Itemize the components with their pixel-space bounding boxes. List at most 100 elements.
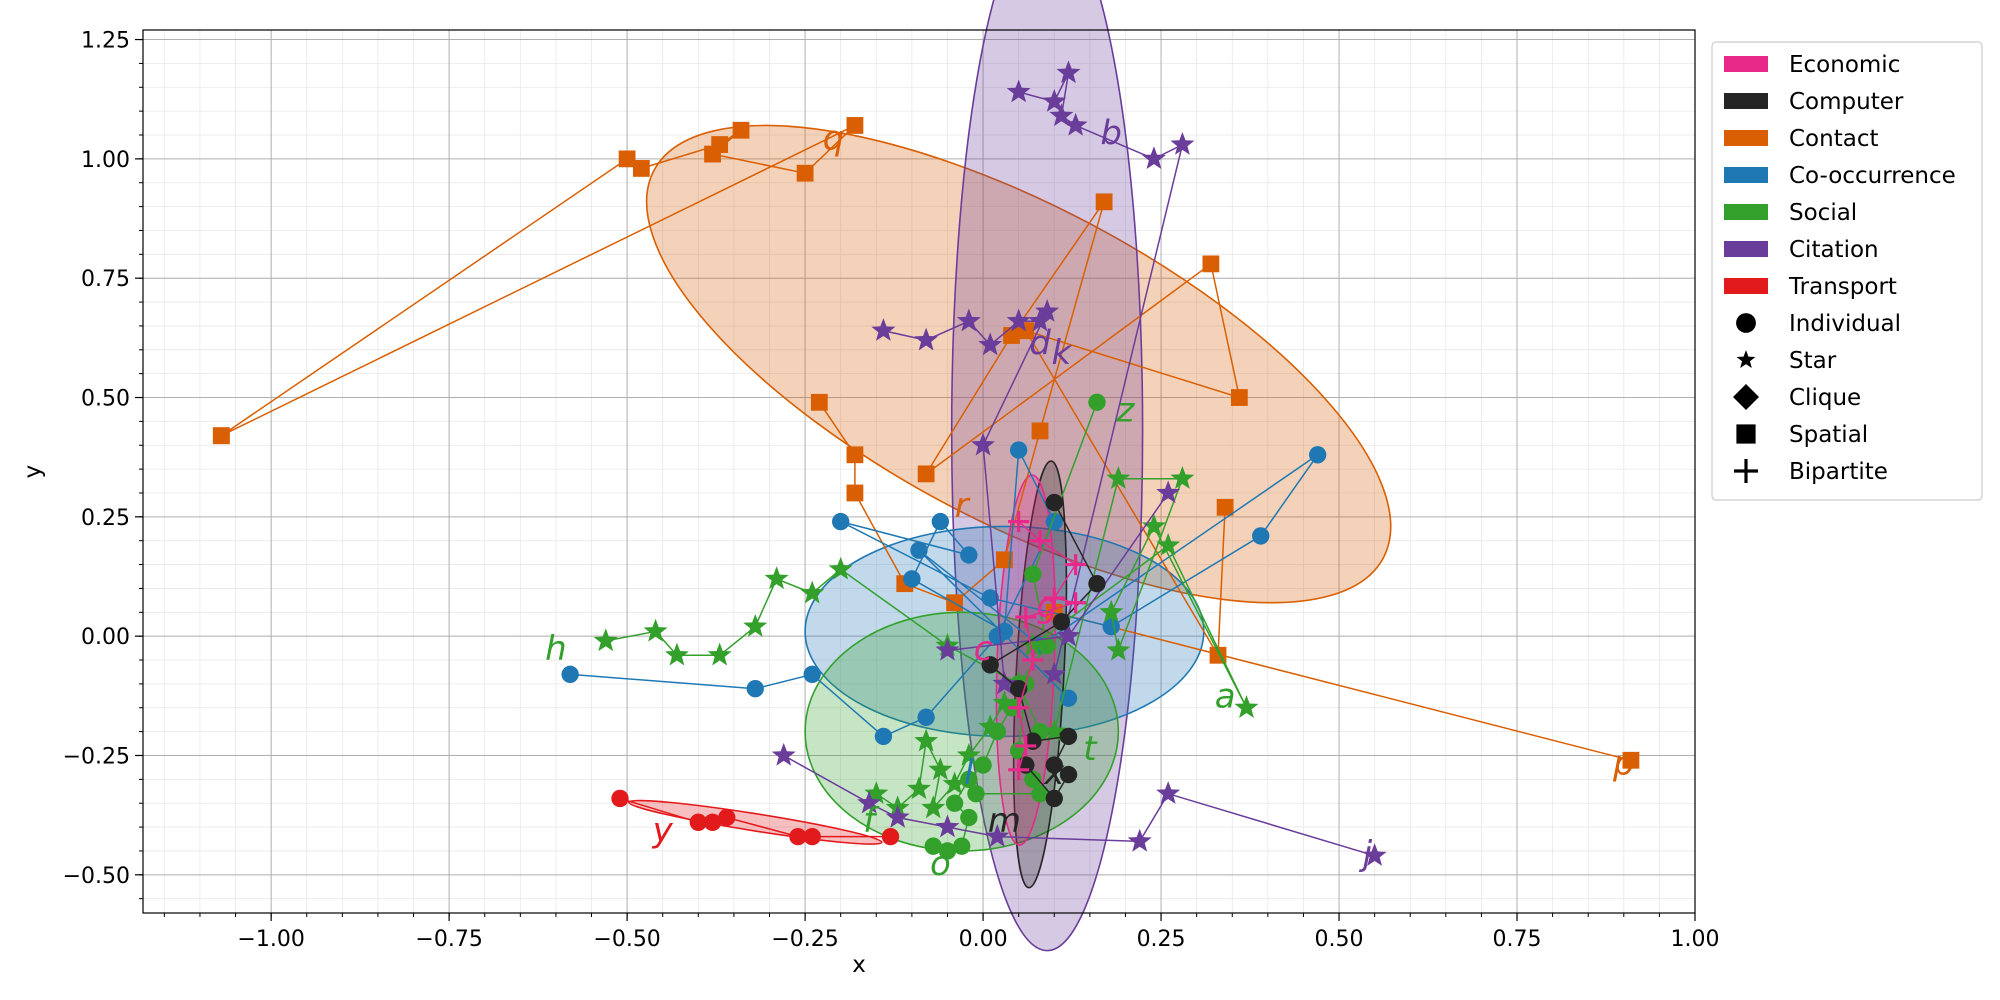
cluster-label-o: o <box>930 844 951 884</box>
legend-swatch <box>1724 241 1768 257</box>
data-point <box>1038 637 1056 655</box>
data-point <box>1006 79 1031 103</box>
legend-item-social: Social <box>1724 200 1857 226</box>
series-social-f <box>864 690 1017 819</box>
data-point <box>978 332 1003 356</box>
legend-label: Clique <box>1789 385 1861 411</box>
data-point <box>846 446 864 464</box>
x-tick-label: −1.00 <box>237 927 304 952</box>
data-point <box>928 757 953 780</box>
cluster-label-k: k <box>1052 333 1073 373</box>
data-point <box>732 121 750 139</box>
cluster-label-d: d <box>1029 324 1051 364</box>
x-tick-label: −0.75 <box>415 927 482 952</box>
series-citation-b <box>1006 60 1195 685</box>
legend-marker-plus <box>1734 459 1758 483</box>
data-point <box>945 794 964 812</box>
series-line <box>875 702 1006 811</box>
legend-item-computer: Computer <box>1724 89 1904 115</box>
data-point <box>935 814 960 838</box>
data-point <box>881 827 900 846</box>
legend-box <box>1711 41 1983 501</box>
data-point <box>703 813 722 831</box>
data-point <box>1056 60 1081 84</box>
data-point <box>1022 649 1044 671</box>
data-point <box>746 679 764 698</box>
data-point <box>1099 599 1124 623</box>
data-point <box>689 813 707 831</box>
cluster-label-y: y <box>652 810 674 850</box>
y-tick-label: 0.50 <box>81 387 130 412</box>
legend-label: Computer <box>1789 89 1904 115</box>
data-point <box>1035 299 1060 322</box>
data-point <box>1102 617 1120 636</box>
data-point <box>1029 530 1051 552</box>
cluster-label-c: c <box>974 629 993 669</box>
data-point <box>978 714 1003 738</box>
data-point <box>1065 554 1087 576</box>
x-tick-label: 0.75 <box>1493 927 1542 952</box>
data-point <box>632 160 650 177</box>
series-citation-k <box>871 299 1060 695</box>
data-point <box>832 512 850 531</box>
data-point <box>1622 751 1640 769</box>
data-point <box>1031 784 1049 803</box>
series-line <box>1017 521 1077 771</box>
series-social-z <box>1009 393 1106 741</box>
cluster-label-r: r <box>955 486 971 526</box>
axis-ticks: −1.00 −0.75 −0.50 −0.25 0.00 0.25 0.50 0.75 1.00… <box>63 29 1720 952</box>
legend-label: Citation <box>1789 237 1879 263</box>
legend-label: Co-occurrence <box>1789 163 1956 189</box>
series-layer <box>212 60 1640 866</box>
data-point <box>1156 532 1181 556</box>
data-point <box>1156 480 1181 504</box>
data-point <box>960 546 978 564</box>
data-point <box>956 308 981 332</box>
data-point <box>803 665 821 684</box>
legend-item-bipartite: Bipartite <box>1734 459 1888 485</box>
data-point <box>846 484 864 502</box>
x-tick-label: 0.00 <box>959 927 1008 952</box>
x-tick-label: 0.25 <box>1137 927 1186 952</box>
series-transport-y <box>611 789 900 846</box>
data-point <box>917 465 935 483</box>
data-point <box>1059 765 1078 784</box>
data-point <box>1252 527 1270 545</box>
data-point <box>828 556 853 580</box>
data-point <box>1141 513 1166 537</box>
legend-label: Spatial <box>1789 422 1868 448</box>
legend-label: Bipartite <box>1789 459 1888 485</box>
x-tick-label: 1.00 <box>1671 927 1720 952</box>
data-point <box>1202 255 1220 273</box>
data-point <box>796 164 814 182</box>
data-point <box>1088 393 1106 411</box>
data-point <box>1052 613 1071 631</box>
data-point <box>718 808 736 827</box>
data-point <box>935 637 960 661</box>
data-point <box>1063 112 1088 136</box>
y-tick-label: −0.25 <box>63 744 130 769</box>
legend-swatch <box>1724 56 1768 72</box>
y-tick-label: 0.75 <box>81 267 130 292</box>
legend-item-transport: Transport <box>1724 274 1897 300</box>
legend-swatch <box>1724 93 1768 109</box>
data-point <box>1045 756 1063 774</box>
series-co-occurrence-c <box>561 441 1327 746</box>
legend-item-individual: Individual <box>1736 311 1901 337</box>
data-point <box>1056 623 1081 647</box>
cluster-label-a: a <box>1215 677 1236 717</box>
data-point <box>743 614 768 637</box>
series-citation-misc <box>935 480 1181 661</box>
cluster-label-g: g <box>1036 586 1058 626</box>
series-social-a <box>1020 466 1259 742</box>
data-point <box>1024 565 1042 583</box>
data-point <box>810 393 828 411</box>
data-point <box>942 771 967 795</box>
legend-marker-star <box>1736 350 1756 369</box>
data-point <box>910 541 928 559</box>
data-point <box>981 589 999 607</box>
cluster-label-m: m <box>988 801 1021 841</box>
data-point <box>1045 789 1063 808</box>
data-point <box>960 770 978 789</box>
